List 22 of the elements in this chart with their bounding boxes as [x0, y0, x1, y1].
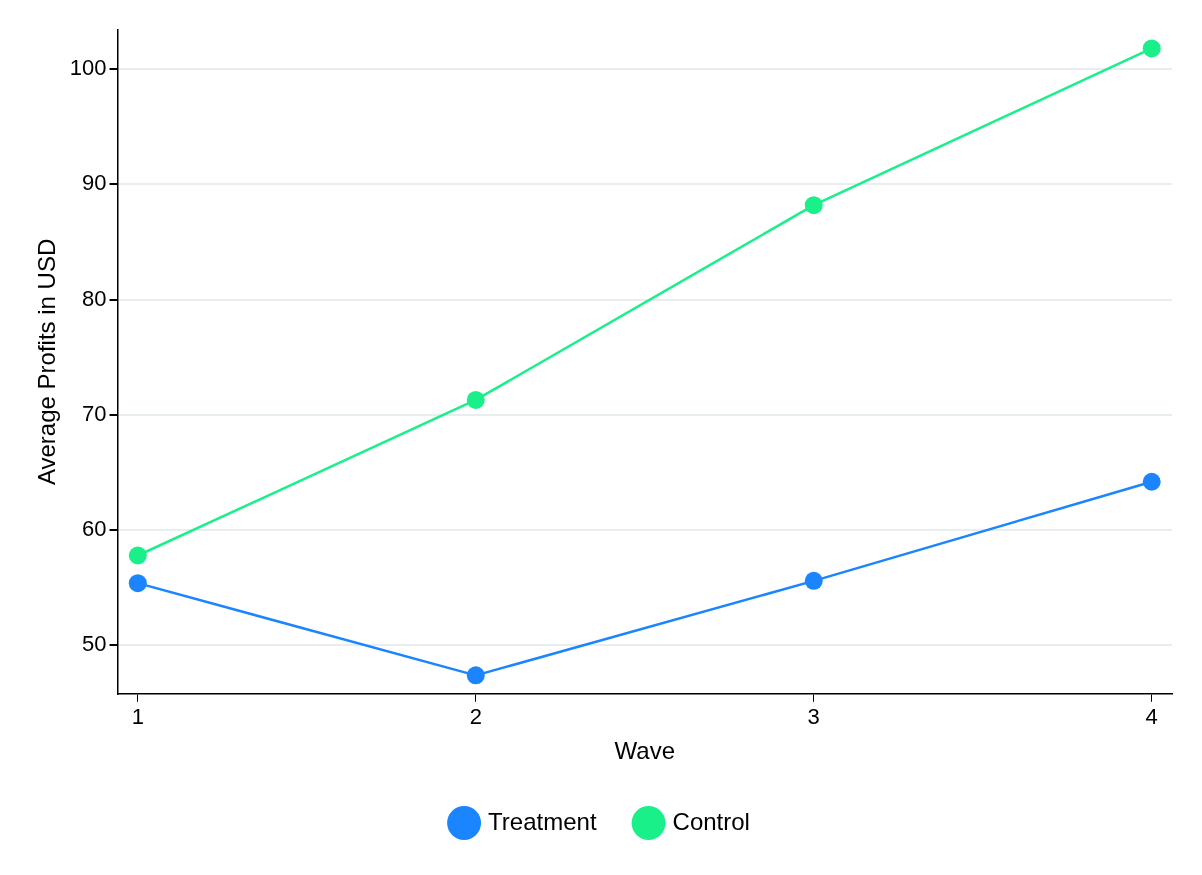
y-tick-label: 70 — [82, 400, 107, 426]
point — [1142, 39, 1161, 58]
y-tick-label: 50 — [82, 631, 107, 657]
y-tick-label: 90 — [82, 170, 107, 196]
x-tick-label: 3 — [807, 704, 820, 730]
x-tick-label: 4 — [1145, 704, 1158, 730]
point — [1142, 472, 1161, 491]
x-tick-label: 2 — [469, 704, 482, 730]
point — [804, 196, 823, 215]
point — [804, 571, 823, 590]
y-tick-label: 80 — [82, 285, 107, 311]
point — [128, 546, 147, 565]
y-axis-title: Average Profits in USD — [33, 238, 61, 486]
point — [466, 666, 485, 685]
x-tick-label: 1 — [131, 704, 144, 730]
y-tick-label: 60 — [82, 516, 107, 542]
x-axis-title: Wave — [614, 737, 675, 765]
y-tick-label: 100 — [69, 55, 107, 81]
legend-label: Control — [672, 807, 750, 835]
legend-label: Treatment — [488, 807, 597, 835]
point — [128, 574, 147, 593]
point — [466, 390, 485, 409]
